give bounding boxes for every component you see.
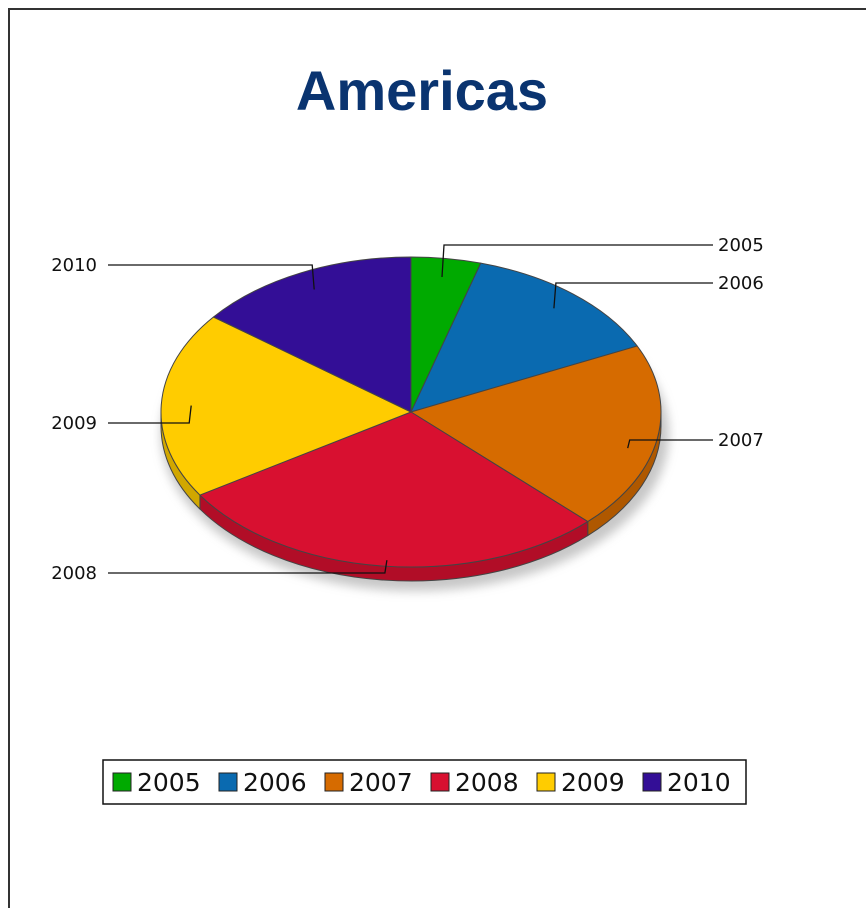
callout-leader-2009 — [108, 405, 192, 424]
callout-2008: 2008 — [51, 560, 388, 584]
callout-label-2010: 2010 — [51, 255, 97, 276]
callout-label-2008: 2008 — [51, 563, 97, 584]
legend-item-2006: 2006 — [218, 768, 307, 797]
callout-leader-2008 — [108, 560, 388, 574]
pie-slice-2006 — [410, 262, 638, 413]
slice-callouts: 2005 2006 2007 2008 2009 2010 — [51, 235, 764, 584]
pie-slice-2010 — [212, 256, 412, 413]
legend-item-2005: 2005 — [112, 768, 201, 797]
legend-item-2010: 2010 — [642, 768, 731, 797]
legend-swatch-2009 — [536, 772, 556, 792]
callout-label-2007: 2007 — [718, 430, 764, 451]
legend: 2005 2006 2007 2008 2009 2010 — [102, 759, 747, 805]
callout-leader-2007 — [627, 439, 713, 449]
legend-swatch-2008 — [430, 772, 450, 792]
legend-label-2005: 2005 — [137, 768, 201, 797]
legend-swatch-2010 — [642, 772, 662, 792]
chart-title: Americas — [296, 59, 548, 122]
callout-2006: 2006 — [553, 273, 764, 309]
pie-slice-2007 — [410, 345, 662, 523]
callout-leader-2005 — [441, 244, 713, 278]
legend-label-2008: 2008 — [455, 768, 519, 797]
pie-slice-2009 — [160, 316, 412, 496]
legend-item-2008: 2008 — [430, 768, 519, 797]
legend-label-2009: 2009 — [561, 768, 625, 797]
legend-item-2009: 2009 — [536, 768, 625, 797]
callout-2005: 2005 — [441, 235, 764, 278]
callout-leader-2006 — [553, 282, 713, 309]
legend-label-2006: 2006 — [243, 768, 307, 797]
callout-label-2006: 2006 — [718, 273, 764, 294]
legend-swatch-2005 — [112, 772, 132, 792]
legend-swatch-2006 — [218, 772, 238, 792]
callout-2010: 2010 — [51, 255, 315, 290]
pie-slice-2008 — [199, 411, 589, 568]
legend-item-2007: 2007 — [324, 768, 413, 797]
callout-2009: 2009 — [51, 405, 192, 434]
callout-label-2009: 2009 — [51, 413, 97, 434]
legend-label-2007: 2007 — [349, 768, 413, 797]
callout-label-2005: 2005 — [718, 235, 764, 256]
callout-2007: 2007 — [627, 430, 764, 451]
legend-label-2010: 2010 — [667, 768, 731, 797]
legend-box — [102, 759, 747, 805]
callout-leader-2010 — [108, 264, 315, 290]
pie-slices — [160, 256, 662, 568]
legend-swatch-2007 — [324, 772, 344, 792]
